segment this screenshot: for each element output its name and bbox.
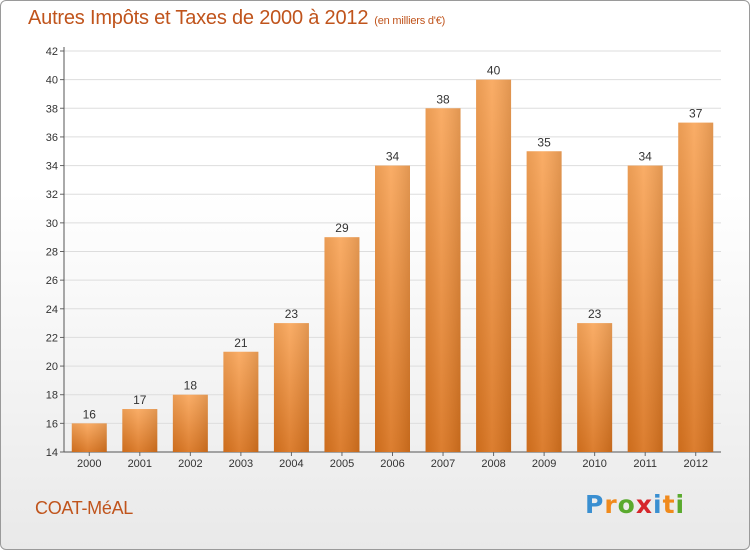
y-tick-label: 40 [46, 75, 58, 87]
bar-shade-2002 [172, 394, 208, 452]
logo-letter: t [662, 490, 676, 519]
y-tick-label: 34 [46, 161, 58, 173]
data-label-2007: 38 [436, 92, 450, 106]
chart-subtitle: (en milliers d'€) [374, 15, 446, 27]
y-tick-label: 26 [46, 275, 58, 287]
logo-letter: x [635, 490, 653, 519]
y-tick-label: 28 [46, 247, 58, 259]
data-label-2012: 37 [689, 107, 703, 121]
bar-shade-2008 [476, 79, 512, 453]
chart-title-text: Autres Impôts et Taxes de 2000 à 2012 [28, 7, 369, 29]
data-label-2003: 21 [234, 336, 248, 350]
y-tick-label: 14 [46, 447, 58, 459]
logo-letter: r [604, 490, 618, 519]
data-label-2008: 40 [487, 64, 501, 78]
x-tick-label-2008: 2008 [481, 458, 505, 470]
logo-letter: o [617, 490, 636, 519]
x-tick-label-2002: 2002 [178, 458, 202, 470]
logo-letter: P [585, 490, 605, 519]
x-tick-label-2010: 2010 [582, 458, 606, 470]
bar-shade-2004 [273, 323, 309, 452]
x-tick-label-2005: 2005 [330, 458, 354, 470]
data-label-2001: 17 [133, 393, 147, 407]
logo-letter: i [675, 490, 686, 519]
y-tick-label: 20 [46, 361, 58, 373]
data-label-2005: 29 [335, 221, 349, 235]
bar-shade-2011 [627, 165, 663, 453]
y-tick-label: 30 [46, 218, 58, 230]
x-tick-label-2001: 2001 [128, 458, 152, 470]
y-tick-label: 36 [46, 132, 58, 144]
bar-shade-2012 [678, 122, 714, 452]
x-tick-label-2012: 2012 [683, 458, 707, 470]
x-tick-label-2011: 2011 [633, 458, 657, 470]
bar-shade-2005 [324, 237, 360, 452]
y-tick-label: 16 [46, 418, 58, 430]
data-label-2009: 35 [537, 135, 551, 149]
chart-title: Autres Impôts et Taxes de 2000 à 2012 (en… [28, 7, 445, 30]
data-label-2002: 18 [184, 379, 198, 393]
y-tick-label: 18 [46, 390, 58, 402]
x-tick-label-2006: 2006 [380, 458, 404, 470]
bar-shade-2003 [223, 351, 259, 452]
x-tick-label-2009: 2009 [532, 458, 556, 470]
data-label-2010: 23 [588, 307, 602, 321]
data-label-2011: 34 [639, 150, 653, 164]
x-tick-label-2003: 2003 [229, 458, 253, 470]
data-label-2004: 23 [285, 307, 299, 321]
x-tick-label-2000: 2000 [77, 458, 101, 470]
y-tick-label: 24 [46, 304, 58, 316]
bar-shade-2001 [122, 409, 158, 452]
y-tick-label: 42 [46, 46, 58, 58]
bar-shade-2007 [425, 108, 461, 453]
y-tick-label: 32 [46, 189, 58, 201]
proxiti-logo[interactable]: Proxiti [585, 490, 685, 519]
y-tick-label: 38 [46, 103, 58, 115]
commune-name: COAT-MéAL [35, 498, 133, 518]
bar-shade-2009 [526, 151, 562, 452]
x-tick-label-2007: 2007 [431, 458, 455, 470]
bar-shade-2000 [71, 423, 107, 452]
logo-letter: i [653, 490, 663, 519]
bar-shade-2006 [375, 165, 410, 453]
bar-shade-2010 [577, 323, 613, 452]
y-tick-label: 22 [46, 332, 58, 344]
data-label-2000: 16 [83, 407, 97, 421]
x-tick-label-2004: 2004 [279, 458, 303, 470]
data-label-2006: 34 [386, 150, 400, 164]
